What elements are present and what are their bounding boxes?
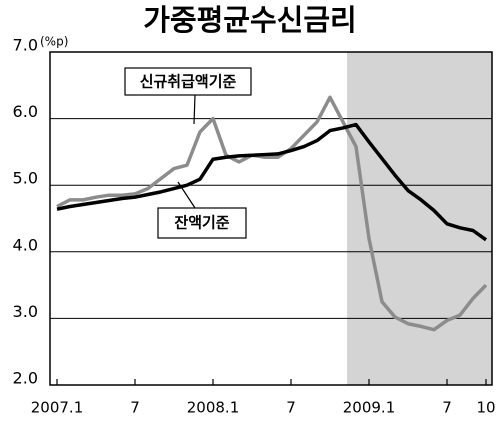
y-tick-label: 3.0 (13, 302, 38, 321)
x-tick-label: 7 (286, 399, 296, 417)
series-line (56, 95, 488, 332)
x-tick-label: 2009.1 (343, 399, 396, 417)
series-label: 신규취급액기준 (140, 73, 237, 91)
series-line (56, 122, 488, 242)
x-tick-label: 10 (476, 399, 495, 417)
shaded-period (347, 52, 492, 385)
y-tick-label: 7.0 (13, 36, 38, 55)
plot-frame (49, 51, 493, 386)
x-tick-label: 7 (442, 399, 452, 417)
x-tick-label: 2007.1 (31, 399, 84, 417)
leader-line (177, 181, 196, 209)
y-tick-label: 2.0 (13, 369, 38, 388)
annotation-box (157, 207, 247, 239)
x-tick-label: 7 (130, 399, 140, 417)
y-tick-label: 4.0 (13, 235, 38, 254)
unit-label: (%p) (40, 35, 68, 49)
lines (56, 95, 488, 332)
annotation-box (124, 67, 252, 96)
leader-line (193, 94, 196, 125)
chart-title: 가중평균수신금리 (143, 3, 356, 37)
y-tick-label: 6.0 (13, 102, 38, 121)
x-tick-label: 2008.1 (187, 399, 240, 417)
y-tick-label: 5.0 (13, 169, 38, 188)
series-label: 잔액기준 (174, 214, 229, 232)
